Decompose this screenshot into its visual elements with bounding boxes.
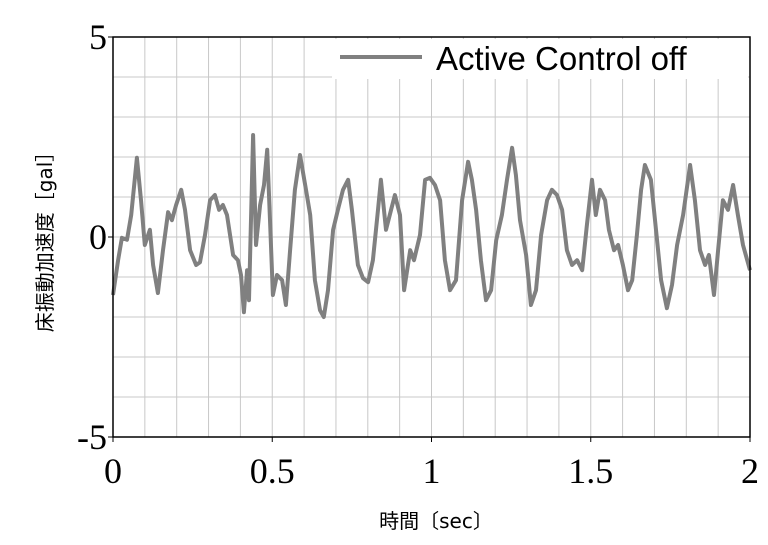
series-line bbox=[111, 133, 752, 319]
x-tick-label: 0 bbox=[104, 451, 122, 491]
y-tick-label: 5 bbox=[89, 17, 107, 57]
y-tick-label: 0 bbox=[89, 217, 107, 257]
x-tick-label: 2 bbox=[741, 451, 759, 491]
y-tick-label: -5 bbox=[77, 417, 107, 457]
x-tick-label: 1 bbox=[423, 451, 441, 491]
x-axis-label: 時間〔sec〕 bbox=[379, 509, 493, 533]
x-tick-label: 0.5 bbox=[250, 451, 295, 491]
plot-frame bbox=[112, 36, 751, 438]
x-tick-label: 1.5 bbox=[568, 451, 613, 491]
y-axis-label: 床振動加速度［gal］ bbox=[33, 142, 57, 333]
legend-label: Active Control off bbox=[436, 40, 688, 77]
